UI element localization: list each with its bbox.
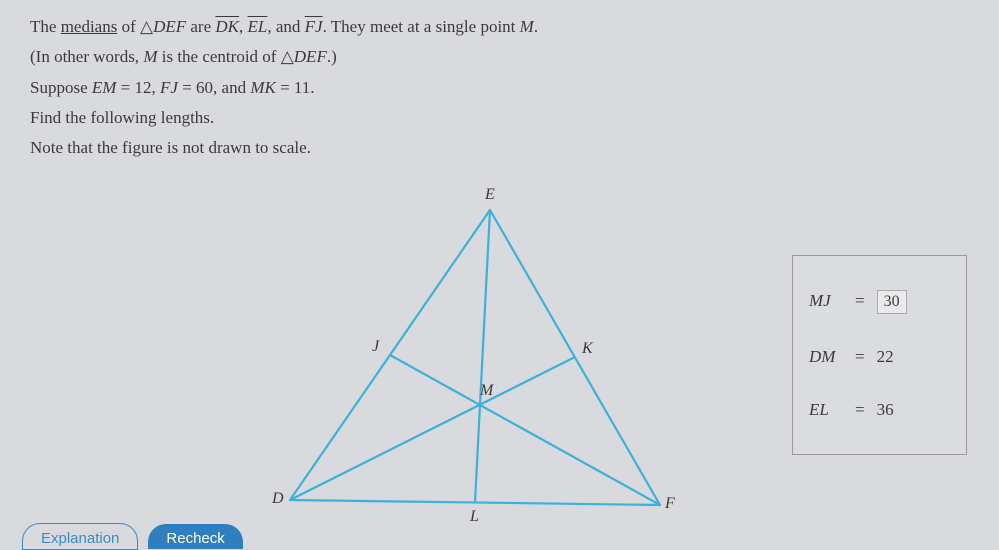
line1: The medians of △DEF are DK, EL, and FJ. … [30, 14, 979, 40]
t: M [143, 47, 157, 66]
vertex-label-j: J [372, 338, 379, 356]
triangle-figure: DEFJKLM [260, 190, 680, 540]
explanation-button[interactable]: Explanation [22, 523, 138, 550]
vertex-label-f: F [665, 495, 675, 513]
t: .) [327, 47, 337, 66]
answer-input-mj[interactable]: 30 [877, 290, 907, 314]
recheck-button[interactable]: Recheck [148, 524, 242, 549]
vertex-label-m: M [480, 382, 493, 400]
answer-row-mj: MJ = 30 [809, 290, 950, 314]
triangle-svg [260, 190, 680, 540]
bottom-buttons: Explanation Recheck [22, 523, 243, 550]
line3: Suppose EM = 12, FJ = 60, and MK = 11. [30, 75, 979, 101]
answer-row-dm: DM = 22 [809, 347, 950, 367]
t: of △ [117, 17, 153, 36]
t: DEF [294, 47, 327, 66]
answer-var: MJ [809, 291, 843, 311]
equals: = [855, 400, 865, 420]
t: is the centroid of △ [157, 47, 293, 66]
answer-box: MJ = 30 DM = 22 EL = 36 [792, 255, 967, 455]
t: . They meet at a single point [323, 17, 520, 36]
vertex-label-k: K [582, 340, 593, 358]
answer-var: DM [809, 347, 843, 367]
equals: = [855, 291, 865, 311]
point-m: M [520, 17, 534, 36]
t: . [534, 17, 538, 36]
t: Suppose [30, 78, 92, 97]
triangle-name: DEF [153, 17, 186, 36]
t: = 11. [276, 78, 315, 97]
t: EM [92, 78, 117, 97]
t: are [186, 17, 215, 36]
answer-var: EL [809, 400, 843, 420]
line2: (In other words, M is the centroid of △D… [30, 44, 979, 70]
answer-row-el: EL = 36 [809, 400, 950, 420]
t: FJ [160, 78, 178, 97]
segment-dk: DK [215, 17, 239, 36]
segment-fj: FJ [305, 17, 323, 36]
t: = 60, and [178, 78, 250, 97]
vertex-label-e: E [485, 186, 495, 204]
segment-el: EL [248, 17, 268, 36]
line4: Find the following lengths. [30, 105, 979, 131]
t: = 12, [116, 78, 160, 97]
line5: Note that the figure is not drawn to sca… [30, 135, 979, 161]
t: The [30, 17, 61, 36]
problem-text: The medians of △DEF are DK, EL, and FJ. … [0, 0, 999, 172]
answer-val-dm: 22 [877, 347, 894, 367]
vertex-label-d: D [272, 490, 284, 508]
answer-val-el: 36 [877, 400, 894, 420]
vertex-label-l: L [470, 508, 479, 526]
t: (In other words, [30, 47, 143, 66]
equals: = [855, 347, 865, 367]
medians-link[interactable]: medians [61, 17, 118, 36]
t: MK [250, 78, 276, 97]
